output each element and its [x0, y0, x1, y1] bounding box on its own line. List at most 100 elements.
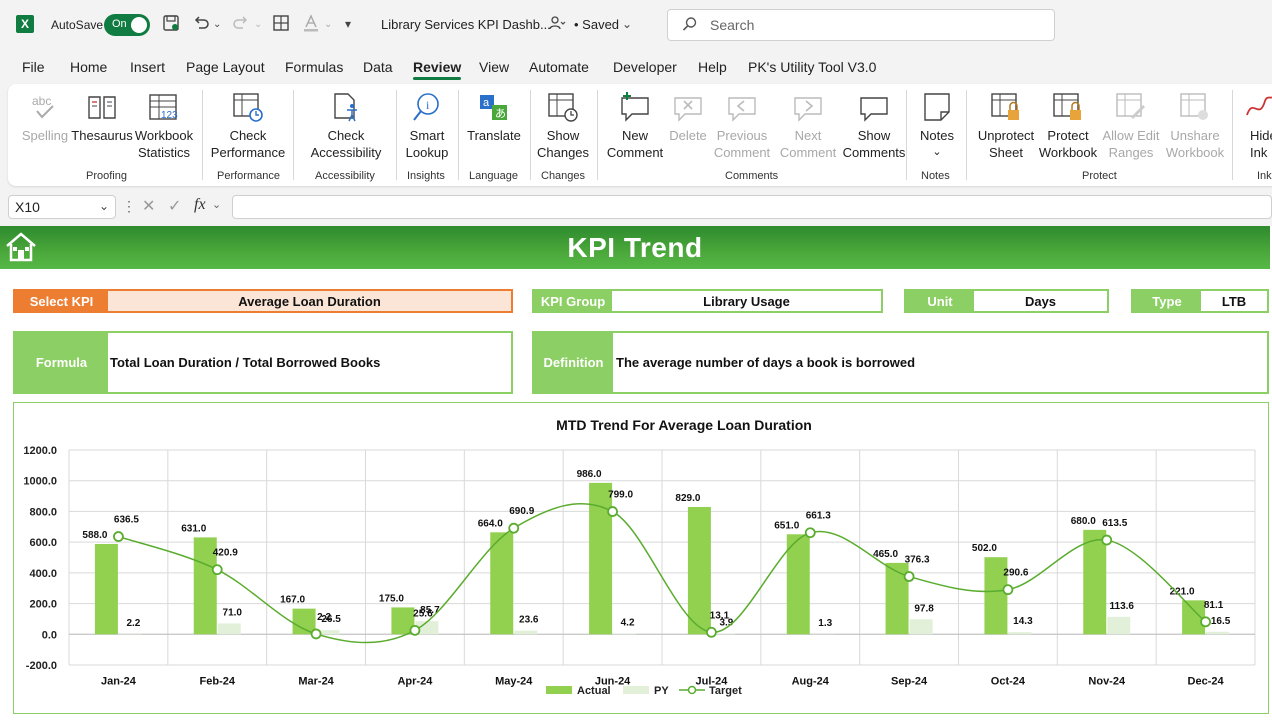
previous-comment-button[interactable]: Previous Comment — [712, 90, 772, 161]
definition-text: The average number of days a book is bor… — [616, 355, 916, 370]
new-comment-button[interactable]: New Comment — [604, 90, 666, 161]
undo-dropdown-icon[interactable]: ⌄ — [213, 19, 222, 30]
toggle-knob — [131, 17, 147, 33]
show-changes-button[interactable]: Show Changes — [537, 90, 589, 161]
spelling-button[interactable]: abc Spelling — [22, 90, 68, 144]
unprotect-sheet-button[interactable]: Unprotect Sheet — [974, 90, 1038, 161]
tab-formulas[interactable]: Formulas — [285, 59, 344, 75]
borders-icon[interactable] — [272, 14, 290, 37]
autosave-toggle[interactable]: On — [104, 14, 150, 36]
thesaurus-button[interactable]: Thesaurus — [71, 90, 133, 144]
name-box-chevron-down-icon[interactable]: ⌄ — [98, 199, 109, 213]
check-accessibility-icon — [329, 90, 363, 124]
legend-actual-label: Actual — [577, 685, 611, 697]
name-box[interactable]: X10 ⌄ — [8, 195, 116, 219]
unprotect-sheet-label-1: Unprotect — [977, 128, 1035, 143]
tab-pk-utility[interactable]: PK's Utility Tool V3.0 — [748, 59, 877, 75]
y-tick-label: 400.0 — [29, 568, 57, 580]
actual-bar — [94, 543, 118, 635]
target-marker — [903, 571, 915, 582]
tab-data[interactable]: Data — [363, 59, 393, 75]
home-icon[interactable] — [4, 230, 38, 269]
enter-check-icon[interactable]: ✓ — [168, 198, 182, 215]
allow-edit-ranges-button[interactable]: Allow Edit Ranges — [1100, 90, 1162, 161]
target-marker — [1002, 584, 1014, 596]
actual-data-label: 502.0 — [972, 543, 997, 554]
title-bar: X AutoSave On ⌄ ⌄ ⌄ ▾ Library Services K… — [0, 0, 1272, 50]
workbook-statistics-button[interactable]: 123 Workbook Statistics — [134, 90, 194, 161]
actual-bar — [1182, 600, 1206, 635]
chart-title: MTD Trend For Average Loan Duration — [556, 417, 812, 433]
x-tick-label: Nov-24 — [1088, 675, 1126, 687]
saved-chevron-down-icon[interactable]: ⌄ — [622, 17, 633, 31]
fx-chevron-down-icon[interactable]: ⌄ — [212, 199, 222, 211]
select-kpi-dropdown[interactable]: Average Loan Duration — [108, 291, 511, 311]
select-kpi-label: Select KPI — [15, 291, 108, 311]
search-input[interactable] — [710, 10, 1040, 40]
share-people-icon[interactable] — [548, 14, 566, 37]
allow-edit-ranges-icon — [1114, 90, 1148, 124]
insert-function-icon[interactable]: fx — [194, 196, 206, 213]
py-bar — [909, 619, 933, 635]
formula-input[interactable] — [232, 195, 1272, 219]
tab-review[interactable]: Review — [413, 59, 462, 80]
tab-developer[interactable]: Developer — [613, 59, 677, 75]
actual-bar — [391, 607, 415, 635]
delete-comment-button[interactable]: Delete — [668, 90, 708, 144]
tab-file[interactable]: File — [22, 59, 45, 75]
check-performance-icon — [231, 90, 265, 124]
protect-workbook-button[interactable]: Protect Workbook — [1039, 90, 1097, 161]
hide-ink-button[interactable]: Hide Ink — [1242, 90, 1272, 161]
cancel-icon[interactable]: ✕ — [142, 198, 156, 215]
smart-lookup-button[interactable]: i Smart Lookup — [402, 90, 452, 161]
next-comment-button[interactable]: Next Comment — [780, 90, 836, 161]
translate-label: Translate — [467, 128, 521, 143]
group-label-notes: Notes — [921, 170, 950, 182]
search-box[interactable] — [667, 9, 1055, 41]
tab-automate[interactable]: Automate — [529, 59, 589, 75]
show-changes-label-1: Show — [546, 128, 580, 143]
tab-home[interactable]: Home — [70, 59, 108, 75]
tab-page-layout[interactable]: Page Layout — [186, 59, 265, 75]
legend-py-label: PY — [654, 685, 669, 697]
legend-target-label: Target — [709, 685, 742, 697]
workbook-statistics-label-2: Statistics — [137, 145, 190, 160]
show-changes-icon — [546, 90, 580, 124]
tab-help[interactable]: Help — [698, 59, 727, 75]
document-title[interactable]: Library Services KPI Dashb... — [381, 17, 551, 32]
smart-lookup-label-2: Lookup — [405, 145, 449, 160]
y-tick-label: 200.0 — [29, 599, 57, 611]
group-label-insights: Insights — [407, 170, 445, 182]
unshare-workbook-button[interactable]: Unshare Workbook — [1166, 90, 1224, 161]
notes-icon — [920, 90, 954, 124]
legend-actual-swatch — [546, 686, 572, 694]
py-data-label: 1.3 — [818, 618, 832, 629]
unshare-workbook-icon — [1178, 90, 1212, 124]
more-options-icon[interactable]: ⋮ — [122, 198, 136, 214]
save-icon[interactable] — [162, 14, 180, 37]
worksheet: KPI Trend Select KPI Average Loan Durati… — [0, 226, 1272, 720]
tab-insert[interactable]: Insert — [130, 59, 166, 75]
actual-bar — [589, 482, 613, 635]
check-accessibility-button[interactable]: Check Accessibility — [302, 90, 390, 161]
notes-button[interactable]: Notes ⌄ — [914, 90, 960, 161]
kpi-trend-chart[interactable]: MTD Trend For Average Loan Duration -200.… — [13, 402, 1269, 714]
target-marker — [607, 506, 618, 517]
undo-icon[interactable] — [192, 14, 210, 37]
redo-icon[interactable] — [232, 14, 250, 37]
hide-ink-icon — [1242, 90, 1272, 124]
check-performance-button[interactable]: Check Performance — [211, 90, 285, 161]
x-tick-label: Oct-24 — [991, 675, 1026, 687]
py-data-label: 16.5 — [1211, 616, 1231, 627]
font-color-icon[interactable] — [302, 14, 320, 37]
new-comment-label-1: New — [621, 128, 648, 143]
show-comments-button[interactable]: Show Comments — [842, 90, 906, 161]
redo-dropdown-icon[interactable]: ⌄ — [254, 19, 263, 30]
type-box: Type LTB — [1131, 289, 1269, 313]
kpi-group-value: Library Usage — [703, 293, 790, 309]
tab-view[interactable]: View — [479, 59, 510, 75]
font-color-dropdown-icon[interactable]: ⌄ — [324, 19, 333, 30]
customize-qat-icon[interactable]: ▾ — [345, 17, 352, 31]
target-data-label: 690.9 — [509, 506, 534, 517]
